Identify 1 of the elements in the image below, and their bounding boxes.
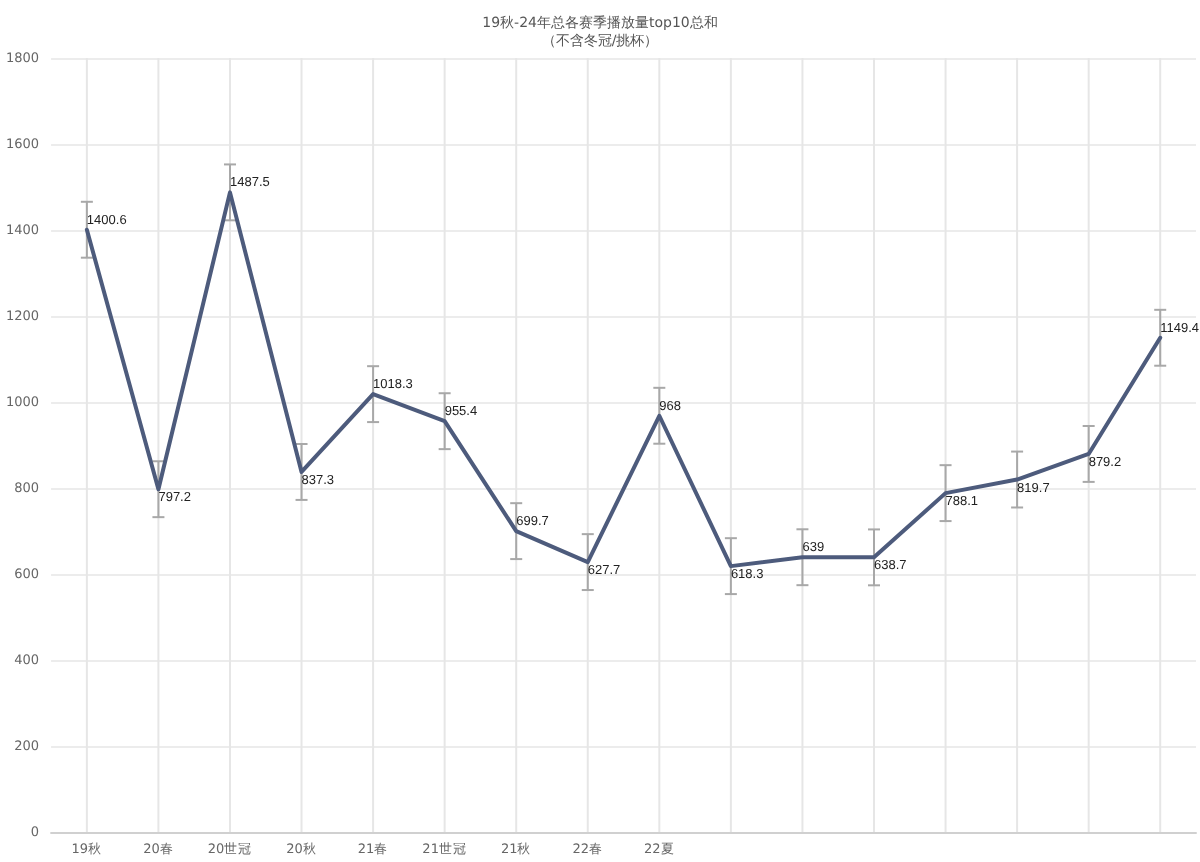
line-series (84, 190, 1163, 569)
